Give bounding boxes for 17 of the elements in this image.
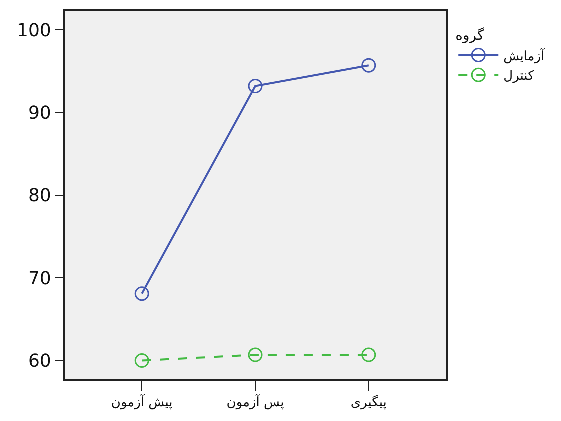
point bbox=[248, 79, 263, 94]
point bbox=[362, 58, 376, 73]
point bbox=[248, 348, 263, 362]
x-tick-label: پیش آزمون bbox=[111, 394, 174, 411]
point bbox=[134, 354, 150, 368]
y-tick-label: 90 bbox=[28, 103, 52, 124]
y-tick-label: 70 bbox=[28, 268, 52, 290]
point bbox=[362, 348, 376, 362]
point bbox=[134, 286, 150, 302]
y-tick-label: 100 bbox=[17, 20, 52, 42]
x-tick-label: پیگیری bbox=[350, 394, 388, 411]
y-tick-label: 80 bbox=[28, 186, 52, 207]
legend-label: آزمایش bbox=[504, 47, 546, 64]
x-tick-label: پس آزمون bbox=[226, 394, 285, 411]
y-tick-label: 60 bbox=[28, 351, 52, 372]
legend-label: کنترل bbox=[504, 69, 536, 84]
legend-title: گروه bbox=[456, 27, 484, 44]
